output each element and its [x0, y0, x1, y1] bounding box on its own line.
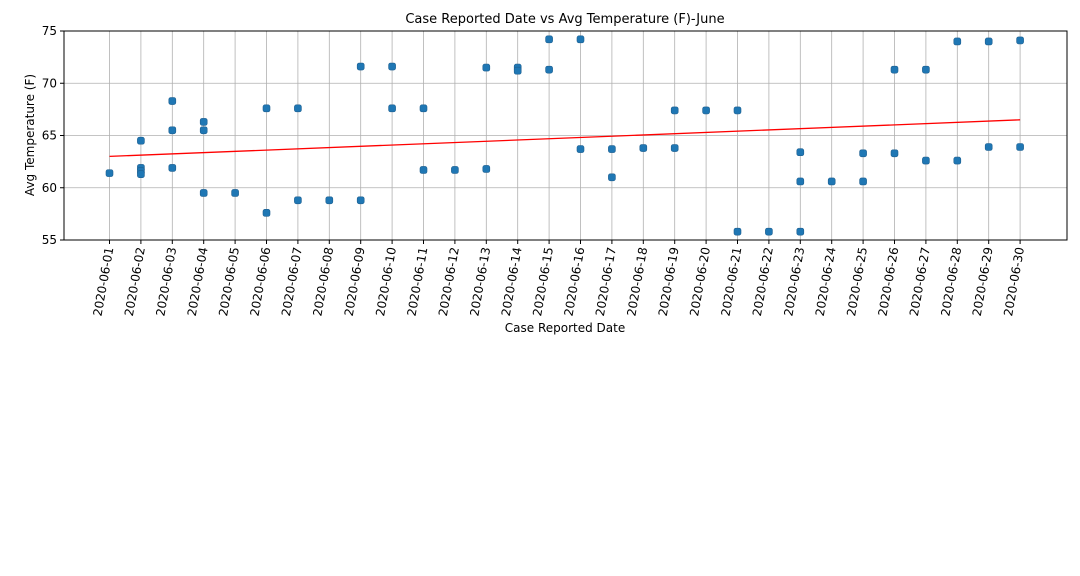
data-point: [890, 65, 899, 74]
data-point: [608, 173, 616, 182]
x-tick-label: 2020-06-17: [593, 246, 619, 317]
x-tick-label: 2020-06-26: [876, 246, 902, 317]
data-point: [953, 37, 962, 46]
data-point: [670, 106, 679, 115]
data-point: [733, 106, 742, 115]
y-tick-label: 65: [42, 129, 57, 143]
x-tick-label: 2020-06-10: [373, 246, 399, 317]
x-tick-label: 2020-06-23: [781, 246, 807, 317]
data-point: [513, 66, 522, 75]
x-tick-label: 2020-06-20: [687, 246, 713, 317]
x-tick-label: 2020-06-24: [813, 246, 839, 317]
data-point: [356, 196, 365, 205]
x-tick-label: 2020-06-03: [153, 246, 179, 317]
data-point: [388, 104, 396, 113]
data-point: [859, 177, 867, 186]
data-point: [356, 62, 365, 71]
data-point: [168, 164, 177, 172]
data-point: [576, 35, 585, 44]
x-tick-label: 2020-06-29: [970, 246, 996, 317]
data-point: [419, 104, 428, 113]
x-tick-label: 2020-06-13: [467, 246, 493, 317]
data-point: [670, 144, 679, 152]
data-point: [388, 62, 396, 71]
data-point: [953, 156, 962, 165]
data-point: [827, 177, 836, 186]
x-tick-label: 2020-06-04: [185, 246, 211, 317]
data-point: [325, 196, 334, 205]
x-tick-label: 2020-06-06: [248, 246, 274, 317]
x-tick-label: 2020-06-18: [624, 246, 650, 317]
x-tick-label: 2020-06-09: [342, 246, 368, 317]
data-point: [482, 63, 491, 72]
data-point: [733, 227, 742, 236]
data-point: [137, 136, 145, 145]
data-point: [796, 177, 805, 186]
x-tick-label: 2020-06-11: [405, 246, 431, 317]
data-point: [137, 170, 145, 178]
data-point: [922, 65, 930, 74]
data-point: [1016, 143, 1024, 151]
x-tick-label: 2020-06-01: [91, 246, 117, 317]
data-point: [859, 149, 867, 158]
data-point: [168, 97, 177, 105]
y-axis: 55 60 65 70 75: [42, 24, 64, 247]
x-tick-label: 2020-06-28: [938, 246, 964, 317]
data-point: [984, 143, 993, 151]
data-point: [231, 189, 239, 197]
x-tick-label: 2020-06-07: [279, 246, 305, 317]
x-tick-label: 2020-06-08: [310, 246, 336, 317]
grid-lines: [64, 30, 1067, 241]
x-tick-label: 2020-06-15: [530, 246, 556, 317]
data-point: [545, 65, 553, 74]
y-tick-label: 55: [42, 233, 57, 247]
data-point: [294, 104, 302, 113]
points-group: [105, 35, 1024, 236]
data-point: [608, 145, 616, 153]
data-point: [199, 126, 208, 135]
data-point: [482, 165, 491, 173]
data-point: [576, 145, 585, 153]
y-tick-label: 70: [42, 76, 57, 90]
x-tick-label: 2020-06-21: [719, 246, 745, 317]
data-point: [922, 156, 930, 165]
trendline-group: [109, 119, 1021, 158]
y-tick-label: 60: [42, 181, 57, 195]
data-point: [199, 118, 208, 126]
data-point: [639, 144, 648, 152]
x-axis-label: Case Reported Date: [505, 321, 625, 335]
data-point: [765, 227, 773, 236]
data-point: [796, 227, 805, 236]
x-tick-label: 2020-06-19: [656, 246, 682, 317]
chart-title: Case Reported Date vs Avg Temperature (F…: [405, 12, 724, 27]
x-tick-label: 2020-06-16: [562, 246, 588, 317]
x-tick-label: 2020-06-30: [1001, 246, 1027, 317]
data-point: [168, 126, 177, 135]
data-point: [796, 148, 805, 157]
data-point: [105, 169, 114, 177]
data-point: [451, 166, 459, 174]
data-point: [419, 166, 428, 174]
x-tick-label: 2020-06-02: [122, 246, 148, 317]
x-tick-label: 2020-06-05: [216, 246, 242, 317]
x-tick-label: 2020-06-27: [907, 246, 933, 317]
y-tick-label: 75: [42, 24, 57, 38]
data-point: [984, 37, 993, 46]
trendline: [109, 119, 1021, 158]
data-point: [890, 149, 899, 158]
x-tick-label: 2020-06-14: [499, 246, 525, 317]
y-axis-label: Avg Temperature (F): [23, 74, 37, 196]
data-point: [262, 104, 271, 113]
data-point: [702, 106, 710, 115]
data-point: [545, 35, 553, 44]
x-tick-label: 2020-06-22: [750, 246, 776, 317]
x-tick-label: 2020-06-12: [436, 246, 462, 317]
x-tick-label: 2020-06-25: [844, 246, 870, 317]
x-axis: 2020-06-01 2020-06-02 2020-06-03 2020-06-04…: [91, 240, 1027, 317]
data-point: [294, 196, 302, 205]
data-point: [199, 189, 208, 197]
data-point: [262, 209, 271, 217]
data-point: [1016, 36, 1024, 45]
